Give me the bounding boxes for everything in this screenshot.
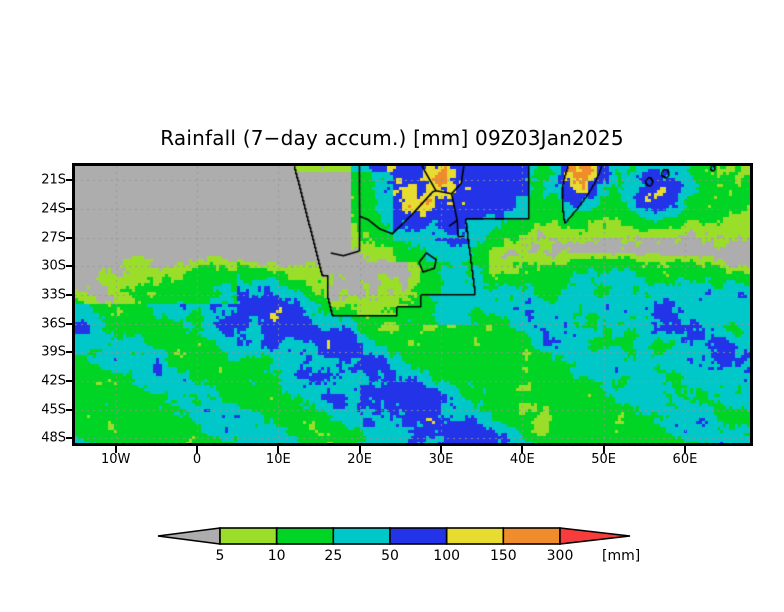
colorbar-legend: [mm] 5 10 25 50 100 150 300	[150, 524, 650, 570]
y-axis-tick-label: 39S	[41, 344, 66, 360]
x-axis-tick-label: 10E	[265, 452, 291, 467]
x-axis-tick	[114, 446, 117, 453]
page-title: Rainfall (7−day accum.) [mm] 09Z03Jan202…	[160, 126, 624, 150]
colorbar-tick-label: 50	[381, 548, 399, 564]
x-axis-tick-label: 60E	[672, 452, 698, 467]
y-axis-tick-label: 42S	[41, 373, 66, 389]
colorbar-tick-label: 5	[215, 548, 225, 564]
x-axis-ticks	[72, 446, 753, 453]
y-axis-labels: 21S 24S 27S 30S 33S 36S 39S 42S 45S 48S	[14, 163, 66, 446]
colorbar-swatches	[157, 527, 631, 545]
map-plot-area	[72, 163, 753, 446]
x-axis-labels: 10W 0 10E 20E 30E 40E 50E 60E	[72, 452, 753, 476]
y-axis-tick	[66, 207, 73, 210]
y-axis-tick-label: 45S	[41, 402, 66, 418]
y-axis-tick	[66, 379, 73, 382]
y-axis-tick-label: 21S	[41, 172, 66, 188]
y-axis-tick	[66, 322, 73, 325]
colorbar-unit-label: [mm]	[602, 548, 641, 564]
x-axis-tick	[602, 446, 605, 453]
y-axis-tick-label: 24S	[41, 201, 66, 217]
x-axis-tick-label: 0	[192, 452, 202, 467]
colorbar-swatch	[219, 527, 278, 545]
colorbar-swatch	[275, 527, 335, 545]
x-axis-tick-label: 20E	[347, 452, 373, 467]
y-axis-tick-label: 33S	[41, 287, 66, 303]
x-axis-tick	[439, 446, 442, 453]
x-axis-tick-label: 30E	[428, 452, 454, 467]
colorbar-tick-label: 100	[433, 548, 461, 564]
rainfall-raster	[75, 166, 750, 443]
colorbar-tick-label: 300	[546, 548, 574, 564]
y-axis-tick	[66, 408, 73, 411]
y-axis-tick-label: 36S	[41, 316, 66, 332]
x-axis-tick-label: 40E	[509, 452, 535, 467]
y-axis-ticks	[66, 163, 73, 446]
x-axis-tick	[521, 446, 524, 453]
colorbar-tick-label: 25	[324, 548, 343, 564]
y-axis-tick	[66, 179, 73, 182]
y-axis-tick-label: 30S	[41, 258, 66, 274]
colorbar-tick-label: 10	[267, 548, 286, 564]
y-axis-tick-label: 48S	[41, 430, 66, 446]
x-axis-tick	[358, 446, 361, 453]
colorbar-under-arrow	[157, 527, 221, 545]
y-axis-tick-label: 27S	[41, 230, 66, 246]
y-axis-tick	[66, 236, 73, 239]
colorbar-swatch	[502, 527, 561, 545]
colorbar-over-arrow	[559, 527, 631, 545]
y-axis-tick	[66, 437, 73, 440]
x-axis-tick-label: 50E	[591, 452, 616, 467]
x-axis-tick	[195, 446, 198, 453]
x-axis-tick	[277, 446, 280, 453]
colorbar-swatch	[445, 527, 505, 545]
colorbar-swatch	[332, 527, 391, 545]
x-axis-tick	[683, 446, 686, 453]
y-axis-tick	[66, 265, 73, 268]
x-axis-tick-label: 10W	[100, 452, 131, 467]
colorbar-swatch	[389, 527, 448, 545]
y-axis-tick	[66, 351, 73, 354]
y-axis-tick	[66, 293, 73, 296]
colorbar-tick-label: 150	[489, 548, 517, 564]
